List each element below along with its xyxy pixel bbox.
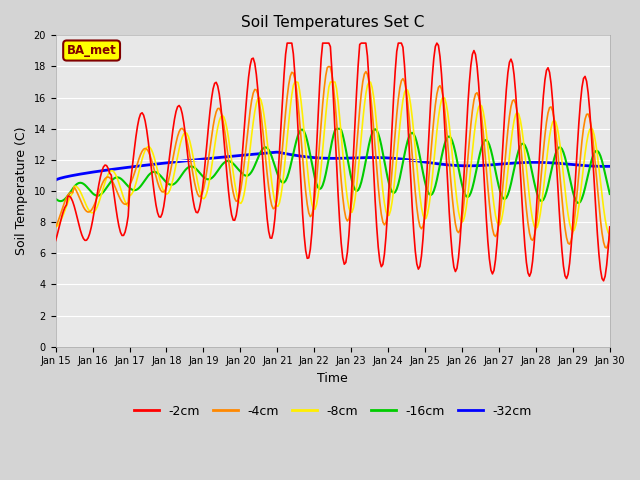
Y-axis label: Soil Temperature (C): Soil Temperature (C) [15, 127, 28, 255]
Text: BA_met: BA_met [67, 44, 116, 57]
Title: Soil Temperatures Set C: Soil Temperatures Set C [241, 15, 424, 30]
X-axis label: Time: Time [317, 372, 348, 385]
Legend: -2cm, -4cm, -8cm, -16cm, -32cm: -2cm, -4cm, -8cm, -16cm, -32cm [129, 400, 537, 423]
